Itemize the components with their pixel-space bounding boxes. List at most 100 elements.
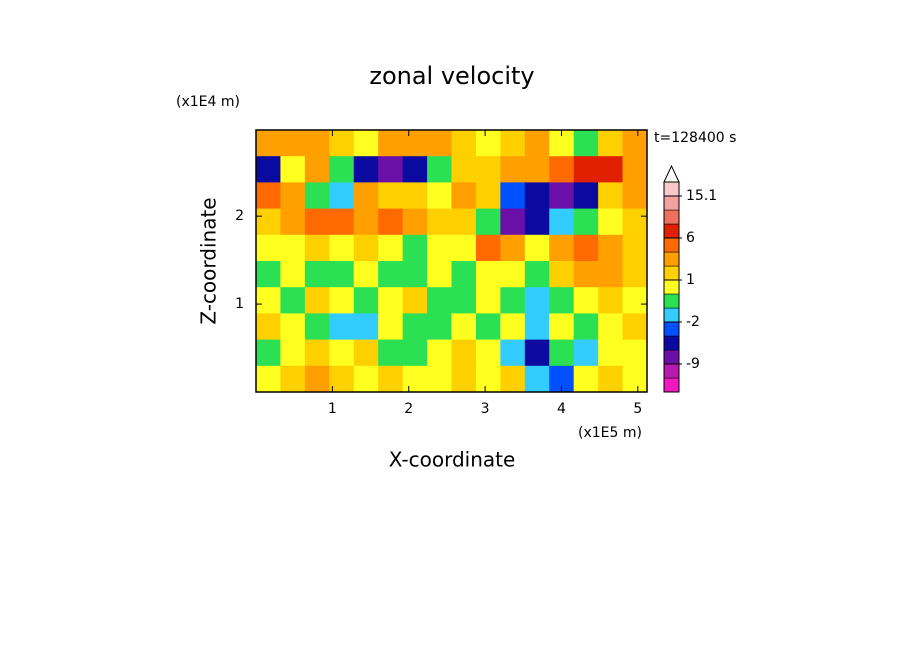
field-cell xyxy=(353,287,379,314)
field-cell xyxy=(304,182,330,210)
field-cell xyxy=(402,261,428,288)
field-cell xyxy=(402,339,428,367)
colorbar-band xyxy=(663,195,680,211)
field-cell xyxy=(304,130,330,157)
field-cell xyxy=(549,287,575,314)
field-cell xyxy=(353,365,379,393)
field-cell xyxy=(598,313,624,341)
field-cell xyxy=(475,208,501,236)
colorbar-tick-label: 1 xyxy=(686,272,695,288)
field-cell xyxy=(304,208,330,236)
field-cell xyxy=(500,287,526,314)
field-cell xyxy=(622,339,648,367)
field-cell xyxy=(598,130,624,157)
field-cell xyxy=(353,234,379,262)
y-scale-label: (x1E4 m) xyxy=(176,94,240,110)
field-cell xyxy=(500,339,526,367)
field-cell xyxy=(256,339,281,367)
field-cell xyxy=(524,234,550,262)
field-cell xyxy=(451,313,477,341)
x-scale-label: (x1E5 m) xyxy=(578,425,642,441)
x-tick-label: 4 xyxy=(557,401,566,417)
field-cell xyxy=(427,313,452,341)
field-cell xyxy=(475,261,501,288)
field-cell xyxy=(622,182,648,210)
colorbar-band xyxy=(663,293,680,309)
colorbar-band xyxy=(663,349,680,365)
field-cell xyxy=(402,287,428,314)
field-cell xyxy=(280,182,306,210)
field-cell xyxy=(280,339,306,367)
field-cell xyxy=(598,234,624,262)
field-cell xyxy=(378,130,404,157)
colorbar-tick-label: -9 xyxy=(686,356,700,372)
field-cell xyxy=(500,234,526,262)
field-cell xyxy=(598,261,624,288)
colorbar-band xyxy=(663,237,680,253)
field-cell xyxy=(402,234,428,262)
field-cell xyxy=(500,365,526,393)
field-cell xyxy=(451,339,477,367)
field-cell xyxy=(573,182,599,210)
field-cell xyxy=(353,339,379,367)
field-cell xyxy=(402,156,428,183)
field-cell xyxy=(378,182,404,210)
field-cell xyxy=(500,313,526,341)
colorbar-tick-label: 6 xyxy=(686,230,695,246)
y-tick-label: 2 xyxy=(235,208,244,224)
colorbar-tick-label: 15.1 xyxy=(686,188,717,204)
field-cell xyxy=(427,208,452,236)
field-cell xyxy=(573,156,599,183)
field-cell xyxy=(622,130,648,157)
field-cell xyxy=(573,339,599,367)
field-cell xyxy=(524,313,550,341)
field-cell xyxy=(256,365,281,393)
field-cell xyxy=(427,156,452,183)
field-cell xyxy=(256,261,281,288)
x-axis-label: X-coordinate xyxy=(389,448,516,472)
field-cell xyxy=(378,156,404,183)
field-cell xyxy=(304,156,330,183)
field-cell xyxy=(622,365,648,393)
colorbar-band xyxy=(663,223,680,239)
field-cell xyxy=(378,313,404,341)
colorbar-band xyxy=(663,321,680,337)
field-cell xyxy=(329,130,355,157)
field-cell xyxy=(280,156,306,183)
colorbar-band xyxy=(663,251,680,267)
field-cell xyxy=(500,182,526,210)
field-cell xyxy=(549,234,575,262)
field-cell xyxy=(573,234,599,262)
field-cell xyxy=(329,156,355,183)
field-cell xyxy=(500,156,526,183)
field-cell xyxy=(329,261,355,288)
colorbar-band xyxy=(663,279,680,295)
time-annotation: t=128400 s xyxy=(654,130,736,146)
field-cell xyxy=(549,208,575,236)
field-cell xyxy=(500,208,526,236)
field-cell xyxy=(280,208,306,236)
field-cell xyxy=(622,261,648,288)
field-cell xyxy=(475,234,501,262)
field-cell xyxy=(573,365,599,393)
field-cell xyxy=(378,234,404,262)
field-cell xyxy=(598,182,624,210)
field-cell xyxy=(475,313,501,341)
field-cell xyxy=(475,182,501,210)
field-cell xyxy=(280,313,306,341)
field-cell xyxy=(353,313,379,341)
field-cell xyxy=(402,182,428,210)
field-cell xyxy=(598,156,624,183)
colorbar-band xyxy=(663,335,680,351)
field-cell xyxy=(451,156,477,183)
x-tick-label: 3 xyxy=(481,401,490,417)
field-cell xyxy=(378,365,404,393)
field-cell xyxy=(500,130,526,157)
field-cell xyxy=(378,261,404,288)
field-cell xyxy=(304,313,330,341)
field-cell xyxy=(573,287,599,314)
field-cell xyxy=(451,234,477,262)
field-cell xyxy=(427,130,452,157)
field-cell xyxy=(622,313,648,341)
